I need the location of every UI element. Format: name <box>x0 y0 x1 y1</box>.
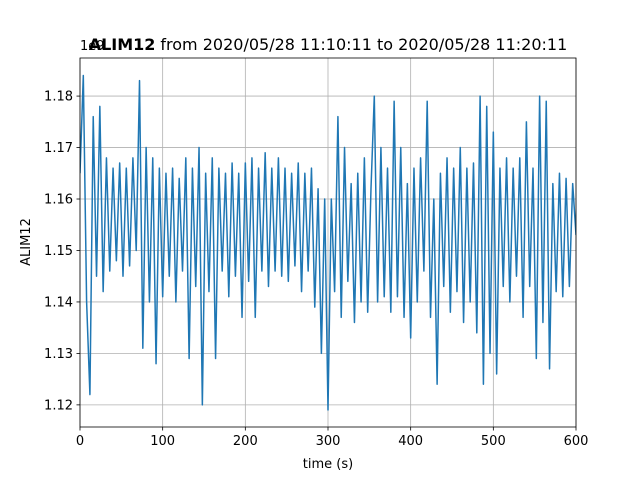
y-axis-label: ALIM12 <box>19 218 34 266</box>
x-tick-label: 0 <box>76 434 84 449</box>
x-tick-label: 100 <box>150 434 175 449</box>
x-tick-label: 200 <box>233 434 258 449</box>
line-series <box>80 74 576 411</box>
y-offset-label: 1e9 <box>80 39 105 54</box>
chart-title: ALIM12 from 2020/05/28 11:10:11 to 2020/0… <box>89 35 568 54</box>
y-tick-label: 1.16 <box>44 193 73 208</box>
plot-frame <box>79 57 577 428</box>
y-tick-label: 1.17 <box>44 141 73 156</box>
x-tick-label: 400 <box>398 434 423 449</box>
y-tick-label: 1.14 <box>44 295 73 310</box>
x-tick-label: 600 <box>564 434 589 449</box>
title-range: from 2020/05/28 11:10:11 to 2020/05/28 1… <box>160 35 567 54</box>
y-tick-label: 1.12 <box>44 398 73 413</box>
x-axis-label: time (s) <box>303 457 353 472</box>
title-name: ALIM12 <box>89 35 156 54</box>
x-tick-label: 300 <box>316 434 341 449</box>
x-tick-label: 500 <box>481 434 506 449</box>
y-tick-label: 1.13 <box>44 347 73 362</box>
y-tick-label: 1.15 <box>44 244 73 259</box>
y-tick-label: 1.18 <box>44 90 73 105</box>
